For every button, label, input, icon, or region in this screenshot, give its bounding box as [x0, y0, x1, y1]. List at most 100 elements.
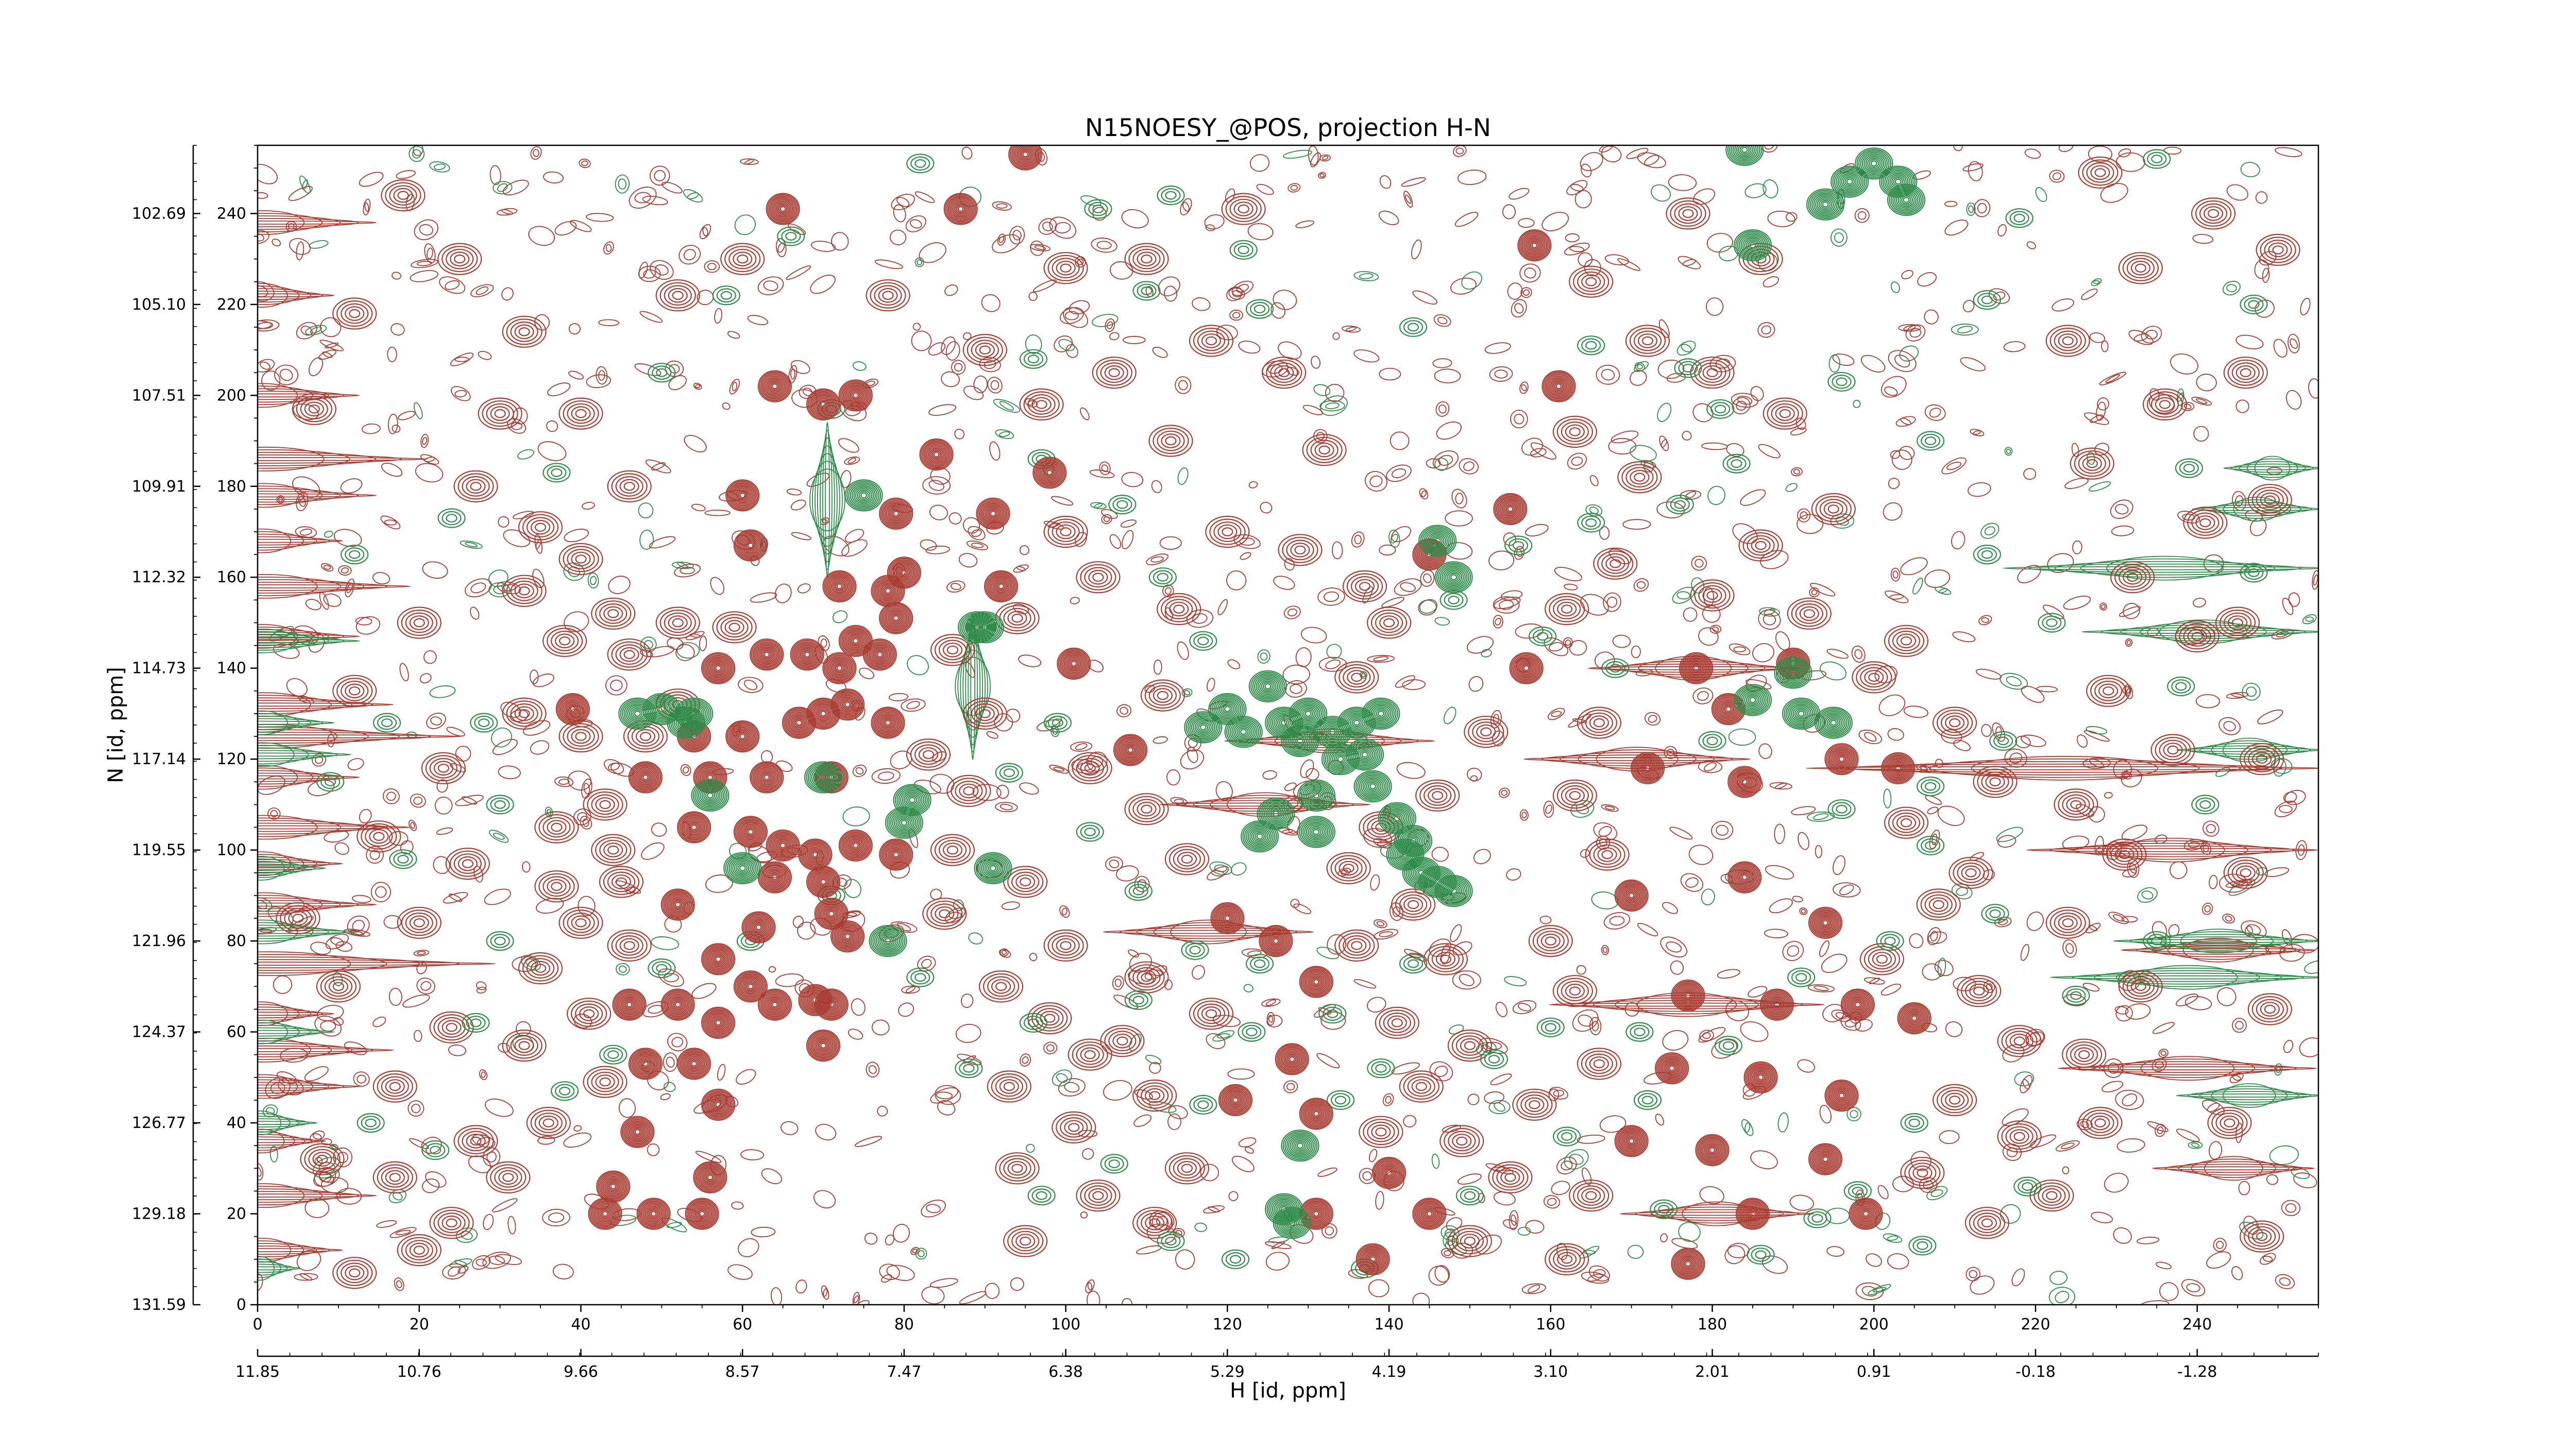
noise-contour-level	[786, 488, 802, 496]
noise-contour-level	[1668, 174, 1697, 191]
noise-contour-level	[2235, 334, 2264, 349]
noise-contour-level	[1984, 526, 1995, 535]
noise-positive-contour	[2170, 861, 2188, 879]
noise-contour-level	[639, 311, 663, 323]
noise-contour-level	[1580, 849, 1590, 858]
noise-contour-level	[1711, 820, 1734, 840]
noise-contour-level	[1412, 1292, 1430, 1305]
noise-contour-level	[279, 368, 293, 381]
noise-contour-level	[1268, 1015, 1274, 1023]
noise-positive-contour	[1282, 664, 1310, 685]
noise-positive-contour	[573, 1125, 582, 1132]
noise-contour-level	[1216, 325, 1238, 341]
noise-contour-level	[361, 423, 381, 434]
noise-positive-contour	[2072, 540, 2082, 554]
noise-contour-level	[1200, 1164, 1219, 1182]
noise-contour-level	[2102, 1081, 2124, 1092]
noise-contour-level	[1758, 444, 1781, 459]
noise-negative-contour	[309, 240, 329, 249]
noise-contour-level	[944, 284, 958, 296]
noise-positive-contour	[797, 583, 811, 594]
noise-contour-level	[1058, 339, 1075, 351]
noise-positive-contour	[1240, 552, 1251, 560]
noise-positive-contour	[901, 698, 926, 712]
noise-contour-level	[1672, 586, 1695, 604]
noise-contour-level	[587, 572, 599, 588]
noise-positive-contour	[1530, 442, 1556, 460]
noise-contour-level	[1682, 259, 1696, 266]
noise-contour-level	[691, 503, 706, 512]
noise-contour-level	[1580, 152, 1603, 172]
noise-contour-level	[1466, 636, 1494, 654]
noise-positive-contour	[387, 413, 398, 434]
noise-positive-contour	[684, 434, 707, 452]
noise-contour-level	[610, 679, 623, 692]
noise-contour-level	[852, 764, 867, 777]
noise-positive-contour	[510, 709, 529, 722]
noise-positive-contour	[1318, 172, 1326, 179]
noise-contour-level	[2035, 187, 2047, 203]
noise-contour-level	[269, 1145, 278, 1162]
noise-contour-level	[1451, 488, 1467, 509]
noise-negative-contour	[1443, 706, 1456, 724]
noise-contour-level	[2002, 1044, 2025, 1063]
noise-positive-contour	[786, 265, 811, 280]
noise-contour-level	[1699, 1186, 1724, 1204]
noise-positive-contour	[351, 895, 371, 903]
noise-positive-contour	[1878, 694, 1906, 716]
noise-contour-level	[331, 1145, 337, 1150]
noise-contour-level	[1962, 163, 1984, 172]
noise-positive-contour	[1937, 805, 1965, 826]
noise-contour-level	[416, 951, 426, 955]
noise-positive-contour	[848, 1029, 863, 1040]
noise-negative-contour	[1996, 827, 2023, 843]
noise-contour-level	[2188, 841, 2200, 848]
noise-contour-level	[1290, 184, 1298, 191]
noise-positive-contour	[1020, 1053, 1031, 1067]
noise-contour-level	[1313, 384, 1331, 396]
noise-contour-level	[641, 842, 665, 860]
noise-positive-contour	[1748, 986, 1768, 998]
noise-positive-contour	[1711, 820, 1734, 840]
noise-contour-level	[1286, 1083, 1295, 1091]
noise-contour-level	[2312, 570, 2318, 590]
noise-contour-level	[422, 561, 448, 579]
noise-positive-contour	[523, 720, 551, 736]
noise-positive-contour	[1499, 787, 1510, 798]
noise-positive-contour	[1705, 297, 1724, 316]
noise-positive-contour	[1440, 944, 1451, 965]
noise-positive-contour	[1316, 1053, 1340, 1069]
noise-contour-level	[1490, 1073, 1512, 1085]
noise-contour-level	[568, 566, 580, 577]
noise-negative-contour	[269, 1145, 278, 1162]
noise-contour-level	[2141, 890, 2154, 900]
noise-contour-level	[1815, 845, 1822, 858]
noise-contour-level	[1452, 941, 1472, 956]
noise-positive-contour	[660, 1093, 671, 1101]
noise-contour-level	[1792, 896, 1803, 902]
noise-negative-contour	[968, 932, 984, 945]
noise-contour-level	[1434, 617, 1450, 626]
noise-positive-contour	[1512, 1000, 1537, 1015]
noise-contour-level	[1748, 986, 1768, 998]
noise-contour-level	[1793, 469, 1801, 475]
noise-contour-level	[1362, 1171, 1372, 1181]
noise-contour-level	[489, 165, 501, 186]
noise-positive-contour	[1968, 161, 1983, 181]
noise-contour-level	[684, 434, 707, 452]
noise-contour-level	[1455, 493, 1464, 504]
noise-contour-level	[1433, 314, 1451, 327]
noise-contour-level	[2206, 1251, 2231, 1269]
noise-contour-level	[1966, 202, 1976, 216]
noise-contour-level	[1602, 947, 1608, 953]
noise-contour-level	[1528, 1284, 1540, 1293]
noise-positive-contour	[1070, 742, 1093, 752]
noise-positive-contour	[2147, 1121, 2168, 1132]
noise-contour-level	[2111, 525, 2134, 536]
noise-positive-contour	[1832, 353, 1855, 366]
noise-contour-level	[414, 219, 438, 241]
noise-positive-contour	[2025, 1031, 2044, 1047]
noise-contour-level	[693, 382, 702, 390]
noise-positive-contour	[2213, 1238, 2227, 1252]
noise-positive-contour	[1202, 1205, 1225, 1214]
